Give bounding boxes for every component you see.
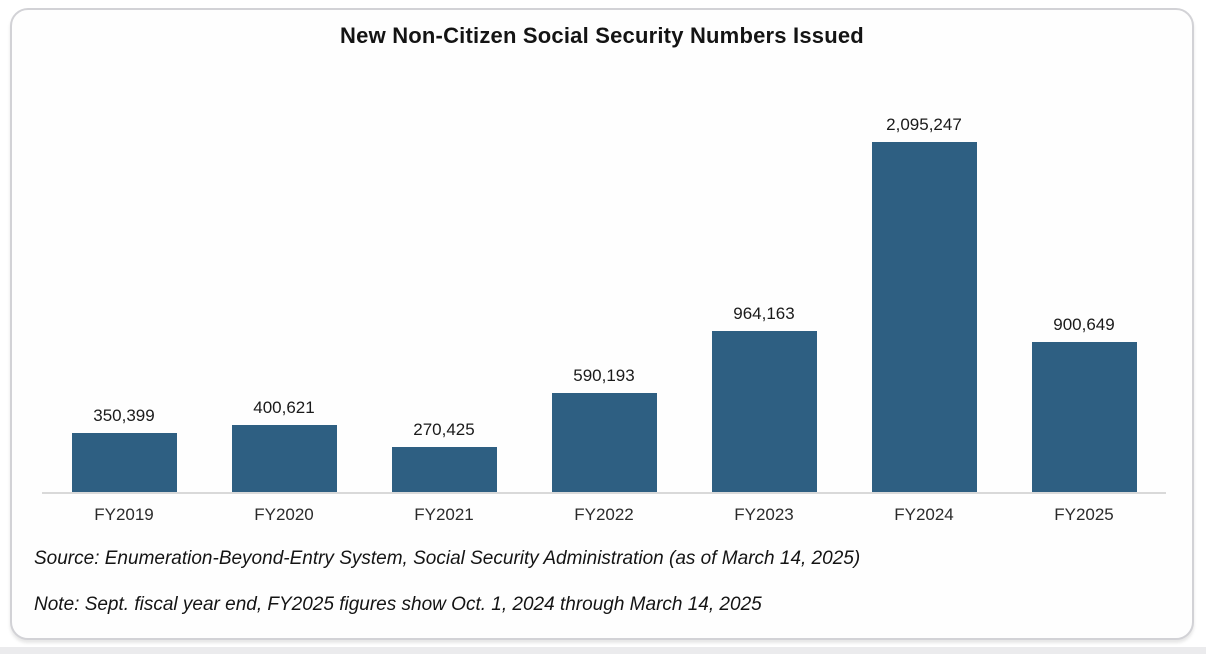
x-axis-tick-label: FY2020	[254, 505, 314, 524]
bar-value-label: 270,425	[413, 420, 475, 439]
x-axis-tick-label: FY2024	[894, 505, 954, 524]
source-note: Source: Enumeration-Beyond-Entry System,…	[34, 548, 861, 569]
bar-fy2020	[231, 425, 337, 492]
bar-column-fy2024: 2,095,247	[871, 115, 977, 492]
bar-fy2019	[71, 433, 177, 492]
bottom-edge-strip	[0, 647, 1206, 654]
bar-column-fy2019: 350,399	[71, 406, 177, 492]
bar-column-fy2022: 590,193	[551, 366, 657, 492]
x-axis-tick-label: FY2023	[734, 505, 794, 524]
bar-value-label: 590,193	[573, 366, 635, 385]
x-axis: FY2019 FY2020 FY2021 FY2022 FY2023 FY2024 FY20…	[42, 505, 1166, 525]
bar-fy2021	[391, 447, 497, 492]
bar-column-fy2023: 964,163	[711, 304, 817, 492]
bar-value-label: 900,649	[1053, 315, 1115, 334]
bar-value-label: 350,399	[93, 406, 155, 425]
bar-chart-plot-area: 350,399 400,621 270,425 590,193 964,163 2,095…	[42, 115, 1166, 494]
bar-value-label: 400,621	[253, 398, 315, 417]
bar-value-label: 2,095,247	[886, 115, 962, 134]
x-axis-tick-label: FY2021	[414, 505, 474, 524]
chart-card: New Non-Citizen Social Security Numbers …	[10, 8, 1194, 640]
bar-column-fy2020: 400,621	[231, 398, 337, 492]
bar-fy2025	[1031, 342, 1137, 492]
bar-fy2022	[551, 393, 657, 492]
footnote: Note: Sept. fiscal year end, FY2025 figu…	[34, 594, 762, 615]
chart-title: New Non-Citizen Social Security Numbers …	[340, 23, 864, 48]
bar-column-fy2021: 270,425	[391, 420, 497, 492]
bar-fy2023	[711, 331, 817, 492]
bar-value-label: 964,163	[733, 304, 795, 323]
bar-column-fy2025: 900,649	[1031, 315, 1137, 492]
x-axis-tick-label: FY2019	[94, 505, 154, 524]
bar-fy2024	[871, 142, 977, 492]
x-axis-tick-label: FY2022	[574, 505, 634, 524]
x-axis-tick-label: FY2025	[1054, 505, 1114, 524]
